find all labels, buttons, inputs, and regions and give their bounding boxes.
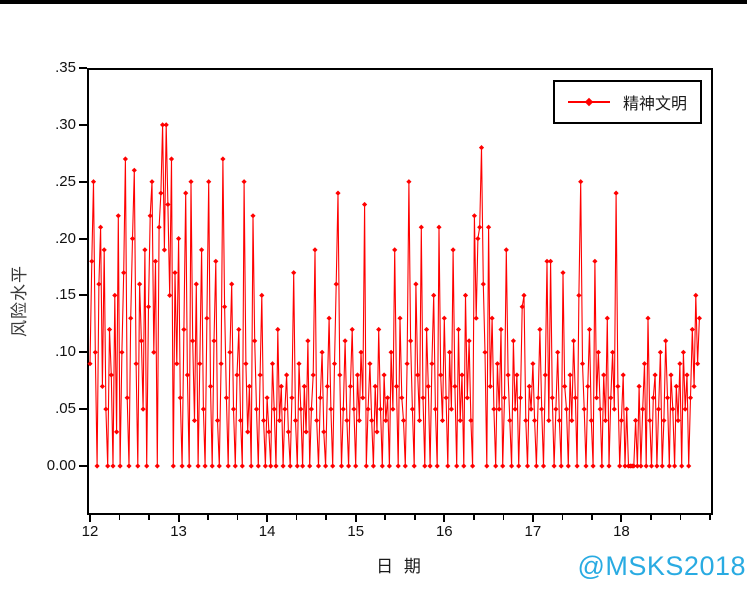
x-axis-tick [443, 515, 446, 522]
y-axis-tick [79, 294, 87, 297]
x-axis-minor-tick [148, 515, 150, 520]
x-axis-tick-label: 18 [613, 523, 630, 540]
x-axis-minor-tick [414, 515, 416, 520]
x-axis-tick-label: 13 [170, 523, 187, 540]
y-axis-tick-label: .25 [55, 172, 76, 190]
x-axis-minor-tick [295, 515, 298, 520]
y-axis-tick [79, 408, 87, 411]
top-black-bar [0, 0, 747, 4]
x-axis-tick [531, 515, 534, 522]
x-axis-minor-tick [561, 515, 564, 520]
x-axis-tick-label: 17 [524, 523, 542, 540]
y-axis-tick-label: 0.00 [46, 457, 76, 474]
y-axis-tick [79, 237, 87, 240]
series-line [89, 124, 700, 467]
x-axis-tick [354, 515, 357, 522]
legend-box: 精神文明 [553, 80, 702, 124]
legend-series-label: 精神文明 [622, 96, 687, 113]
series-plot [87, 122, 702, 469]
legend-line-sample [567, 97, 610, 107]
x-axis-minor-tick [591, 515, 593, 520]
x-axis-tick [266, 515, 269, 522]
y-axis-tick [79, 123, 87, 126]
y-axis-tick-label: .20 [55, 229, 76, 247]
x-axis-minor-tick [118, 515, 121, 520]
y-axis-tick [79, 465, 87, 467]
series-markers [87, 122, 702, 469]
x-axis-tick [177, 515, 180, 522]
y-axis-tick [79, 180, 87, 183]
y-axis-tick [79, 67, 87, 69]
y-axis-tick [79, 351, 87, 354]
y-axis-tick-label: .35 [55, 59, 76, 76]
y-axis-title: 风险水平 [10, 265, 29, 337]
x-axis-minor-tick [709, 515, 711, 520]
x-axis-minor-tick [502, 515, 505, 520]
x-axis-minor-tick [473, 515, 475, 520]
x-axis-tick-label: 14 [258, 523, 276, 540]
y-axis-tick-label: .15 [55, 286, 76, 304]
x-axis-tick-label: 16 [435, 523, 453, 540]
y-axis-tick-label: .30 [55, 115, 76, 133]
x-axis-tick-label: 12 [81, 523, 99, 540]
x-axis-tick [89, 515, 91, 522]
x-axis-minor-tick [236, 515, 239, 520]
x-axis-tick [620, 515, 623, 522]
y-axis-tick-label: .05 [55, 400, 76, 418]
legend-diamond-marker-icon [584, 97, 594, 107]
x-axis-minor-tick [207, 515, 209, 520]
x-axis-title: 日 期 [376, 557, 424, 576]
x-axis-minor-tick [384, 515, 386, 520]
x-axis-minor-tick [325, 515, 327, 520]
x-axis-minor-tick [650, 515, 652, 520]
x-axis-minor-tick [679, 515, 682, 520]
x-axis-tick-label: 15 [347, 523, 365, 540]
y-axis-tick-label: .10 [55, 343, 76, 361]
watermark-text: @MSKS2018 [577, 551, 746, 581]
